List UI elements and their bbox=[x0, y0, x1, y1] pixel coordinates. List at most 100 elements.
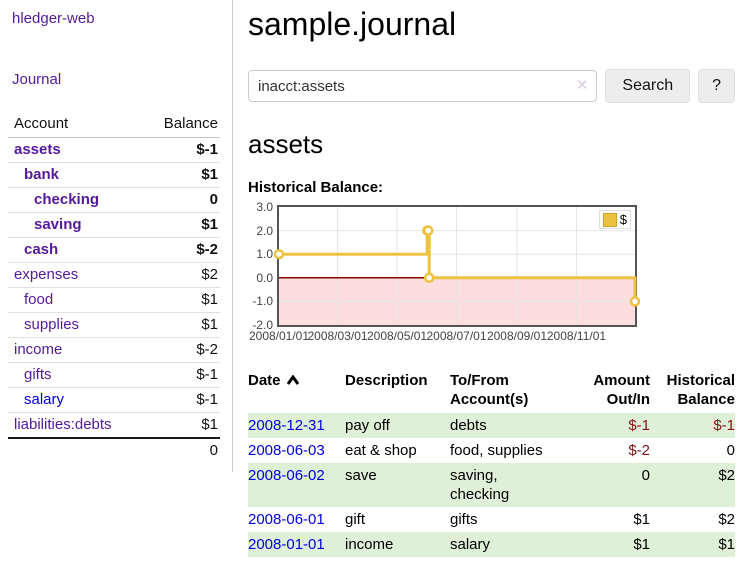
account-name-cell: salary bbox=[8, 387, 142, 413]
accounts-table: Account Balance assets $-1 bank $1 checking 0… bbox=[8, 112, 220, 462]
accounts-table-body: assets $-1 bank $1 checking 0 saving $1 cash $-2 e… bbox=[8, 137, 220, 439]
transaction-amount-cell: $1 bbox=[633, 536, 650, 553]
account-row: expenses $2 bbox=[8, 262, 220, 288]
transaction-date-cell: 2008-01-01 bbox=[248, 532, 345, 557]
account-balance: $-1 bbox=[141, 387, 220, 413]
accounts-total-balance: 0 bbox=[141, 437, 220, 462]
account-name-cell: gifts bbox=[8, 362, 142, 388]
historical-balance-chart: $ 3.0 2.0 1.0 0.0 -1.0 -2.0 2008/01/01 2008/03… bbox=[248, 200, 735, 347]
account-row: income $-2 bbox=[8, 337, 220, 363]
transaction-row: 2008-06-02 save saving, checking 0 $2 bbox=[248, 463, 735, 507]
main-content: sample.journal ✕ Search ? assets Histori… bbox=[248, 0, 735, 557]
transaction-row: 2008-12-31 pay off debts $-1 $-1 bbox=[248, 413, 735, 438]
accounts-header-balance: Balance bbox=[141, 112, 220, 138]
column-header-balance: Historical Balance bbox=[666, 372, 735, 408]
page-title: sample.journal bbox=[248, 6, 457, 42]
app-brand-link[interactable]: hledger-web bbox=[12, 10, 95, 27]
transaction-amount-cell: $-2 bbox=[628, 442, 650, 459]
transaction-description-cell: income bbox=[345, 536, 394, 553]
sidebar-content: hledger-web Journal Account Balance asse… bbox=[0, 0, 233, 472]
accounts-header-row: Account Balance bbox=[8, 112, 220, 138]
transaction-balance-cell: $2 bbox=[718, 467, 735, 484]
account-row: saving $1 bbox=[8, 212, 220, 238]
chart-x-tick-label: 2008/09/01 bbox=[486, 329, 547, 343]
transaction-description-cell: save bbox=[345, 467, 377, 484]
sidebar-item-journal[interactable]: Journal bbox=[12, 71, 62, 88]
account-name-cell: supplies bbox=[8, 312, 142, 338]
transaction-date-link[interactable]: 2008-01-01 bbox=[248, 536, 325, 553]
transaction-date-link[interactable]: 2008-06-01 bbox=[248, 511, 325, 528]
transactions-table-body: 2008-12-31 pay off debts $-1 $-1 2008-06-03 ea… bbox=[248, 413, 735, 557]
clear-search-icon[interactable]: ✕ bbox=[575, 77, 589, 94]
account-link[interactable]: income bbox=[14, 341, 63, 358]
search-button[interactable]: Search bbox=[605, 69, 691, 103]
chart-y-tick-label: 2.0 bbox=[256, 223, 273, 238]
account-balance: $1 bbox=[141, 312, 220, 338]
account-balance: $-2 bbox=[141, 237, 220, 263]
transaction-amount-cell: $-1 bbox=[628, 417, 650, 434]
account-link[interactable]: salary bbox=[24, 391, 65, 408]
transaction-amount-cell: 0 bbox=[641, 467, 650, 484]
account-name-cell: income bbox=[8, 337, 142, 363]
transaction-accounts-cell: saving, checking bbox=[450, 467, 510, 503]
accounts-header-account: Account bbox=[8, 112, 142, 138]
account-link[interactable]: liabilities:debts bbox=[14, 416, 112, 433]
chart-plot-area[interactable]: $ bbox=[273, 205, 641, 327]
account-link[interactable]: expenses bbox=[14, 266, 79, 283]
chart-legend: $ bbox=[598, 210, 631, 229]
account-link[interactable]: cash bbox=[24, 241, 59, 258]
chart-x-tick-label: 2008/05/01 bbox=[366, 329, 428, 343]
account-row: salary $-1 bbox=[8, 387, 220, 413]
account-link[interactable]: assets bbox=[14, 141, 61, 158]
account-link[interactable]: checking bbox=[34, 191, 100, 208]
account-link[interactable]: saving bbox=[34, 216, 82, 233]
transaction-date-link[interactable]: 2008-06-02 bbox=[248, 467, 325, 484]
transaction-amount-cell: $1 bbox=[633, 511, 650, 528]
account-name-cell: cash bbox=[8, 237, 142, 263]
column-header-tofrom: To/From Account(s) bbox=[450, 372, 529, 408]
transaction-accounts-cell: food, supplies bbox=[450, 442, 543, 459]
transaction-row: 2008-06-03 eat & shop food, supplies $-2 0 bbox=[248, 438, 735, 463]
account-heading: assets bbox=[248, 129, 324, 159]
help-button[interactable]: ? bbox=[698, 69, 735, 103]
account-row: bank $1 bbox=[8, 162, 220, 188]
transaction-date-cell: 2008-06-01 bbox=[248, 507, 345, 532]
transaction-accounts-cell: gifts bbox=[450, 511, 478, 528]
account-balance: $2 bbox=[141, 262, 220, 288]
transaction-description-cell: eat & shop bbox=[345, 442, 417, 459]
transaction-balance-cell: 0 bbox=[726, 442, 735, 459]
account-link[interactable]: gifts bbox=[24, 366, 52, 383]
account-row: assets $-1 bbox=[8, 137, 220, 163]
transaction-balance-cell: $-1 bbox=[713, 417, 735, 434]
account-row: supplies $1 bbox=[8, 312, 220, 338]
legend-swatch-icon bbox=[602, 212, 617, 227]
account-link[interactable]: supplies bbox=[24, 316, 80, 333]
sidebar: hledger-web Journal Account Balance asse… bbox=[0, 0, 233, 472]
account-name-cell: liabilities:debts bbox=[8, 412, 142, 439]
sort-ascending-icon bbox=[286, 374, 299, 385]
transaction-date-cell: 2008-12-31 bbox=[248, 413, 345, 438]
transaction-date-link[interactable]: 2008-12-31 bbox=[248, 417, 325, 434]
account-balance: $1 bbox=[141, 212, 220, 238]
transaction-date-link[interactable]: 2008-06-03 bbox=[248, 442, 325, 459]
account-row: checking 0 bbox=[8, 187, 220, 213]
account-row: gifts $-1 bbox=[8, 362, 220, 388]
transaction-row: 2008-01-01 income salary $1 $1 bbox=[248, 532, 735, 557]
account-balance: $1 bbox=[141, 287, 220, 313]
account-name-cell: assets bbox=[8, 137, 142, 163]
account-name-cell: saving bbox=[8, 212, 142, 238]
chart-plot-svg bbox=[273, 207, 641, 325]
column-header-date[interactable]: Date bbox=[248, 369, 345, 413]
search-input[interactable] bbox=[248, 70, 598, 102]
transaction-description-cell: pay off bbox=[345, 417, 390, 434]
account-balance: $1 bbox=[141, 412, 220, 439]
account-row: food $1 bbox=[8, 287, 220, 313]
account-link[interactable]: food bbox=[24, 291, 54, 308]
chart-y-tick-label: 0.0 bbox=[256, 270, 273, 285]
transaction-balance-cell: $1 bbox=[718, 536, 735, 553]
chart-x-tick-label: 2008/07/01 bbox=[426, 329, 487, 343]
account-name-cell: expenses bbox=[8, 262, 142, 288]
account-link[interactable]: bank bbox=[24, 166, 60, 183]
chart-x-tick-label: 2008/03/01 bbox=[307, 329, 368, 343]
legend-label: $ bbox=[619, 212, 627, 227]
